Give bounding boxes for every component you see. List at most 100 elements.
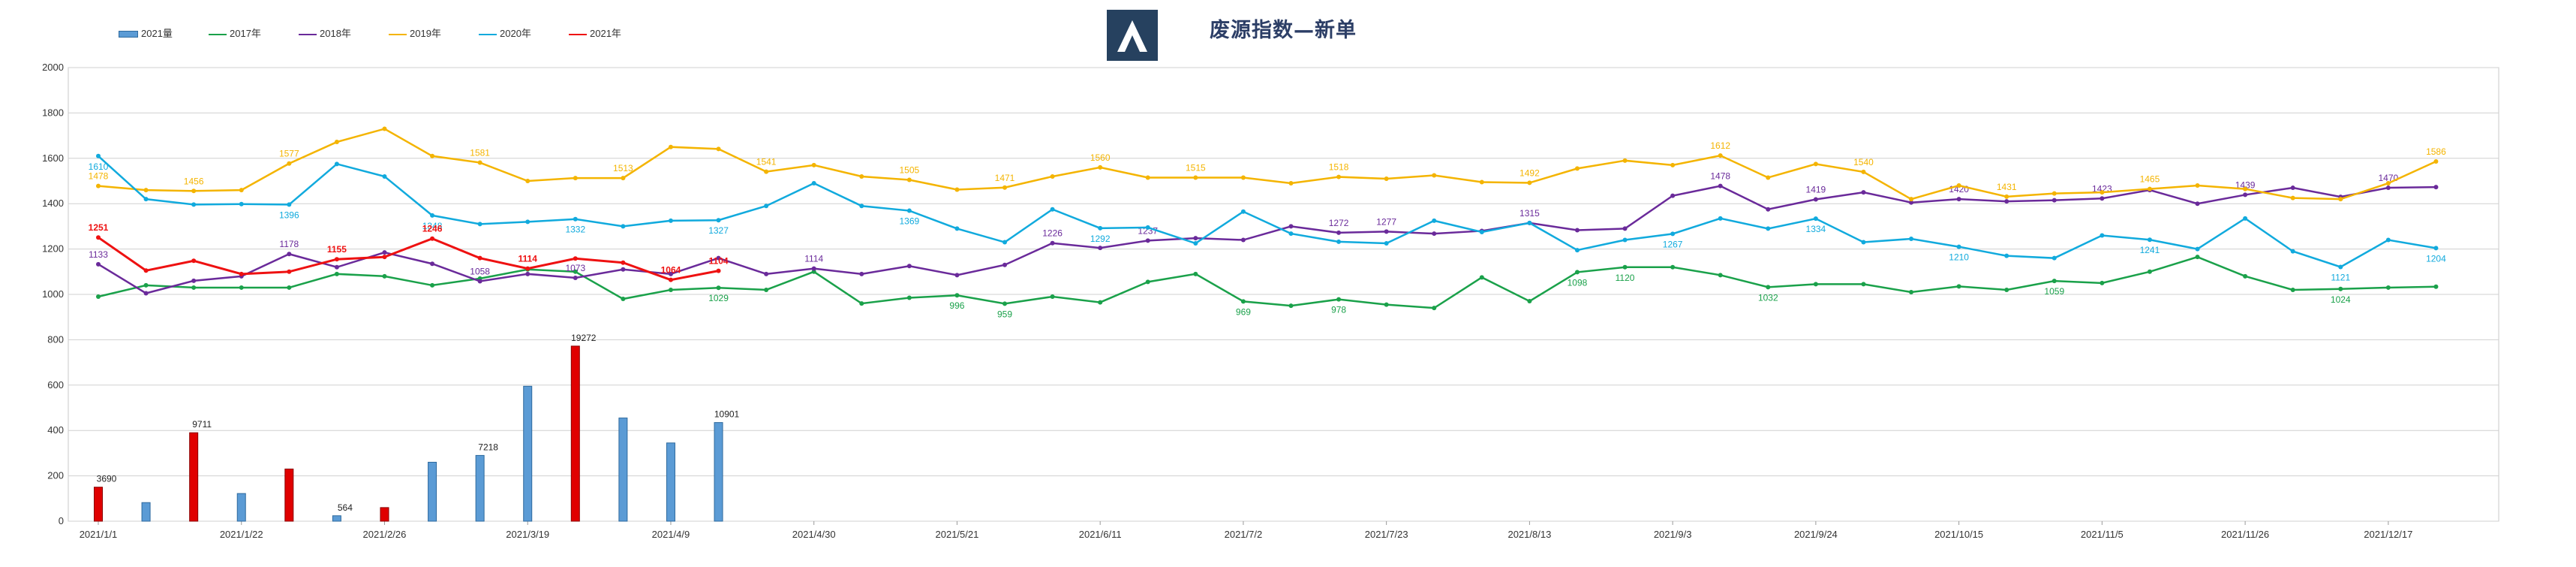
legend-line-2019-icon xyxy=(389,33,407,35)
y-tick-label: 1200 xyxy=(42,243,64,255)
series-line-2018年 xyxy=(98,185,2436,294)
series-point xyxy=(906,264,912,269)
series-point xyxy=(1956,284,1961,289)
series-point xyxy=(2290,249,2295,254)
series-point xyxy=(1909,237,1914,242)
series-point xyxy=(2338,264,2343,270)
series-data-label: 1315 xyxy=(1519,208,1540,219)
series-point xyxy=(1622,226,1628,231)
series-point xyxy=(1813,197,1818,202)
series-point xyxy=(382,173,387,179)
series-point xyxy=(2195,246,2200,252)
series-point xyxy=(477,255,482,261)
x-tick-label: 2021/9/3 xyxy=(1654,529,1692,540)
series-point xyxy=(668,287,673,292)
series-point xyxy=(430,236,435,241)
series-point xyxy=(1813,161,1818,167)
series-point xyxy=(621,260,626,265)
series-point xyxy=(668,277,673,282)
series-point xyxy=(2100,233,2105,238)
series-point xyxy=(430,282,435,288)
series-point xyxy=(1527,220,1532,225)
x-tick-label: 2021/4/30 xyxy=(792,529,836,540)
series-point xyxy=(1145,175,1150,180)
series-point xyxy=(859,173,864,179)
series-point xyxy=(2433,284,2439,289)
series-point xyxy=(1813,282,1818,287)
series-data-label: 1120 xyxy=(1616,273,1635,283)
x-tick-label: 2021/5/21 xyxy=(936,529,979,540)
series-point xyxy=(525,179,531,183)
series-point xyxy=(382,250,387,255)
series-point xyxy=(1193,236,1198,241)
series-point xyxy=(1718,216,1723,221)
series-data-label: 1515 xyxy=(1186,162,1206,173)
series-data-label: 1032 xyxy=(1758,292,1778,303)
series-data-label: 1505 xyxy=(900,164,920,175)
series-point xyxy=(954,226,960,231)
series-point xyxy=(2338,197,2343,202)
series-point xyxy=(143,282,149,288)
series-point xyxy=(382,126,387,131)
series-point xyxy=(2433,159,2439,164)
series-point xyxy=(2243,216,2248,221)
series-point xyxy=(906,295,912,300)
series-point xyxy=(716,268,721,273)
series-data-label: 1155 xyxy=(327,244,347,255)
series-point xyxy=(239,285,244,290)
series-point xyxy=(1574,270,1580,275)
series-point xyxy=(573,176,578,181)
legend-item-bar: 2021量 xyxy=(119,26,173,40)
series-point xyxy=(859,204,864,209)
series-point xyxy=(1479,275,1484,280)
series-point xyxy=(621,267,626,272)
series-point xyxy=(334,140,339,145)
series-point xyxy=(573,216,578,222)
series-data-label: 1133 xyxy=(89,249,108,260)
series-data-label: 996 xyxy=(949,300,964,311)
series-data-label: 1471 xyxy=(995,173,1015,183)
series-point xyxy=(811,181,816,186)
series-data-label: 1104 xyxy=(709,256,729,267)
series-data-label: 1024 xyxy=(2331,294,2351,305)
series-point xyxy=(1336,230,1342,235)
series-data-label: 1419 xyxy=(1806,184,1826,195)
series-point xyxy=(334,161,339,167)
legend-item-2018: 2018年 xyxy=(299,26,351,40)
series-point xyxy=(1574,166,1580,171)
series-data-label: 1541 xyxy=(756,157,777,167)
series-point xyxy=(1288,181,1294,186)
x-tick-label: 2021/8/13 xyxy=(1507,529,1551,540)
series-data-label: 1513 xyxy=(613,163,633,173)
series-point xyxy=(716,285,721,291)
x-tick-label: 2021/11/5 xyxy=(2081,529,2124,540)
bar xyxy=(332,515,341,522)
series-data-label: 1064 xyxy=(661,265,681,276)
series-point xyxy=(1240,175,1246,180)
series-data-label: 959 xyxy=(997,309,1012,319)
series-data-label: 1098 xyxy=(1568,277,1588,288)
x-tick-label: 2021/6/11 xyxy=(1079,529,1122,540)
series-point xyxy=(1670,231,1676,237)
series-point xyxy=(1956,197,1961,202)
series-data-label: 1332 xyxy=(565,225,585,235)
series-point xyxy=(1240,237,1246,243)
series-point xyxy=(477,279,482,284)
bar-data-label: 7218 xyxy=(478,442,498,452)
series-data-label: 1478 xyxy=(1710,171,1730,182)
series-point xyxy=(1718,183,1723,188)
series-point xyxy=(906,208,912,213)
series-point xyxy=(2243,186,2248,192)
series-point xyxy=(1193,241,1198,246)
series-point xyxy=(811,269,816,274)
series-point xyxy=(1384,302,1389,307)
series-point xyxy=(1766,226,1771,231)
series-point xyxy=(2290,185,2295,191)
series-data-label: 1334 xyxy=(1806,224,1826,234)
series-point xyxy=(1240,299,1246,304)
series-point xyxy=(764,169,769,174)
bar xyxy=(666,442,675,522)
y-tick-label: 600 xyxy=(47,379,64,391)
series-point xyxy=(2004,199,2009,204)
